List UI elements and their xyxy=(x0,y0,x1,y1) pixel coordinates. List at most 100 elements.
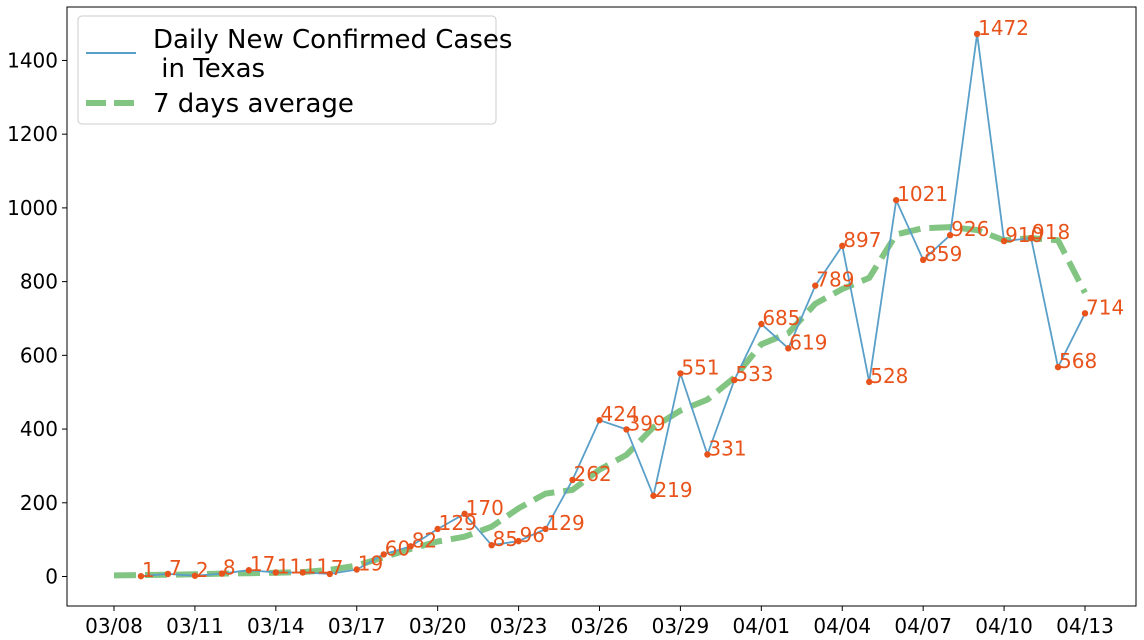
data-point xyxy=(973,30,981,38)
data-label: 1 xyxy=(142,558,155,582)
legend-label-daily-cases-line2: in Texas xyxy=(153,54,265,84)
data-point xyxy=(704,451,711,458)
data-label: 11 xyxy=(304,554,329,578)
data-label: 568 xyxy=(1059,349,1097,373)
data-point xyxy=(758,320,765,328)
series-line-7-day-average xyxy=(113,224,1088,579)
y-tick-label: 800 xyxy=(20,270,58,294)
data-label: 85 xyxy=(493,527,518,551)
data-point xyxy=(596,417,603,424)
x-tick-label: 03/14 xyxy=(247,614,305,638)
data-point xyxy=(1054,363,1062,371)
data-label: 918 xyxy=(1032,220,1070,244)
data-point xyxy=(650,492,657,499)
y-tick-label: 600 xyxy=(20,343,58,367)
data-label: 424 xyxy=(601,402,639,426)
data-label: 129 xyxy=(547,511,585,535)
x-tick-label: 03/17 xyxy=(328,614,386,638)
x-tick-label: 04/01 xyxy=(733,614,791,638)
x-tick-label: 04/10 xyxy=(975,614,1033,638)
plot-area-frame xyxy=(66,6,1137,607)
data-label: 7 xyxy=(331,556,344,580)
data-point xyxy=(623,426,630,433)
data-label: 17 xyxy=(250,552,275,576)
data-point xyxy=(299,569,307,576)
data-point xyxy=(839,242,846,250)
y-tick-label: 400 xyxy=(20,417,58,441)
data-label: 1021 xyxy=(897,182,948,206)
data-label: 533 xyxy=(735,362,773,386)
data-point xyxy=(434,525,441,533)
series-line-daily-cases xyxy=(140,33,1086,577)
data-label: 685 xyxy=(762,306,800,330)
legend-label-daily-cases-line1: Daily New Confirmed Cases xyxy=(153,25,512,55)
data-label: 170 xyxy=(466,496,504,520)
data-label: 528 xyxy=(870,364,908,388)
x-tick-label: 04/13 xyxy=(1056,614,1114,638)
data-label: 11 xyxy=(277,554,302,578)
data-label: 551 xyxy=(681,355,719,379)
data-point xyxy=(1027,234,1035,242)
data-point xyxy=(326,570,333,578)
y-tick-label: 0 xyxy=(45,565,58,589)
data-point xyxy=(380,551,387,558)
data-point xyxy=(542,525,549,533)
data-point xyxy=(488,541,495,549)
data-point xyxy=(245,567,253,574)
y-tick-label: 1200 xyxy=(7,122,58,146)
data-label: 129 xyxy=(439,511,477,535)
x-tick-label: 03/11 xyxy=(166,614,224,638)
data-label: 7 xyxy=(169,556,182,580)
x-axis-ticks: 03/08 03/11 03/14 03/17 03/20 03/23 03/26 03/29… xyxy=(85,606,1114,638)
y-tick-label: 1000 xyxy=(7,196,58,220)
legend: Daily New Confirmed Cases in Texas 7 day… xyxy=(77,15,512,125)
data-label: 859 xyxy=(924,242,962,266)
data-label: 82 xyxy=(412,528,437,552)
data-label: 399 xyxy=(627,411,665,435)
data-point xyxy=(866,378,873,386)
data-point xyxy=(461,510,468,518)
data-label: 619 xyxy=(789,330,827,354)
data-label: 910 xyxy=(1005,223,1043,247)
data-point xyxy=(164,570,172,578)
data-points xyxy=(137,30,1089,580)
y-axis-ticks: 0 200 400 600 800 1000 1200 1400 xyxy=(7,48,67,589)
data-label: 96 xyxy=(520,523,545,547)
data-point xyxy=(946,231,954,239)
y-tick-label: 1400 xyxy=(7,48,58,72)
data-label: 60 xyxy=(385,536,410,560)
x-tick-label: 03/23 xyxy=(490,614,548,638)
y-tick-label: 200 xyxy=(20,491,58,515)
legend-label-7-day-average: 7 days average xyxy=(153,89,354,119)
data-point xyxy=(272,569,280,576)
x-tick-label: 04/07 xyxy=(894,614,952,638)
x-tick-label: 03/26 xyxy=(571,614,629,638)
x-tick-label: 03/29 xyxy=(652,614,710,638)
data-label: 926 xyxy=(951,217,989,241)
data-point xyxy=(677,370,684,377)
data-point xyxy=(353,566,360,573)
data-point xyxy=(1000,237,1008,245)
x-tick-label: 04/04 xyxy=(813,614,871,638)
data-point xyxy=(1081,310,1089,317)
data-label: 8 xyxy=(223,556,236,580)
data-label: 789 xyxy=(816,268,854,292)
legend-box xyxy=(77,15,497,125)
data-point xyxy=(812,282,819,289)
data-point xyxy=(731,376,738,384)
data-point xyxy=(569,476,576,484)
data-point xyxy=(892,196,900,204)
data-label: 714 xyxy=(1086,295,1124,319)
data-point xyxy=(515,537,522,545)
data-point xyxy=(785,345,792,352)
data-point xyxy=(919,256,927,264)
data-label: 262 xyxy=(574,462,612,486)
data-label: 331 xyxy=(708,436,746,460)
data-label: 219 xyxy=(654,478,692,502)
data-label: 2 xyxy=(196,558,209,582)
data-point xyxy=(191,572,199,579)
data-point xyxy=(407,543,414,550)
data-label: 1472 xyxy=(978,16,1029,40)
x-tick-label: 03/08 xyxy=(85,614,143,638)
